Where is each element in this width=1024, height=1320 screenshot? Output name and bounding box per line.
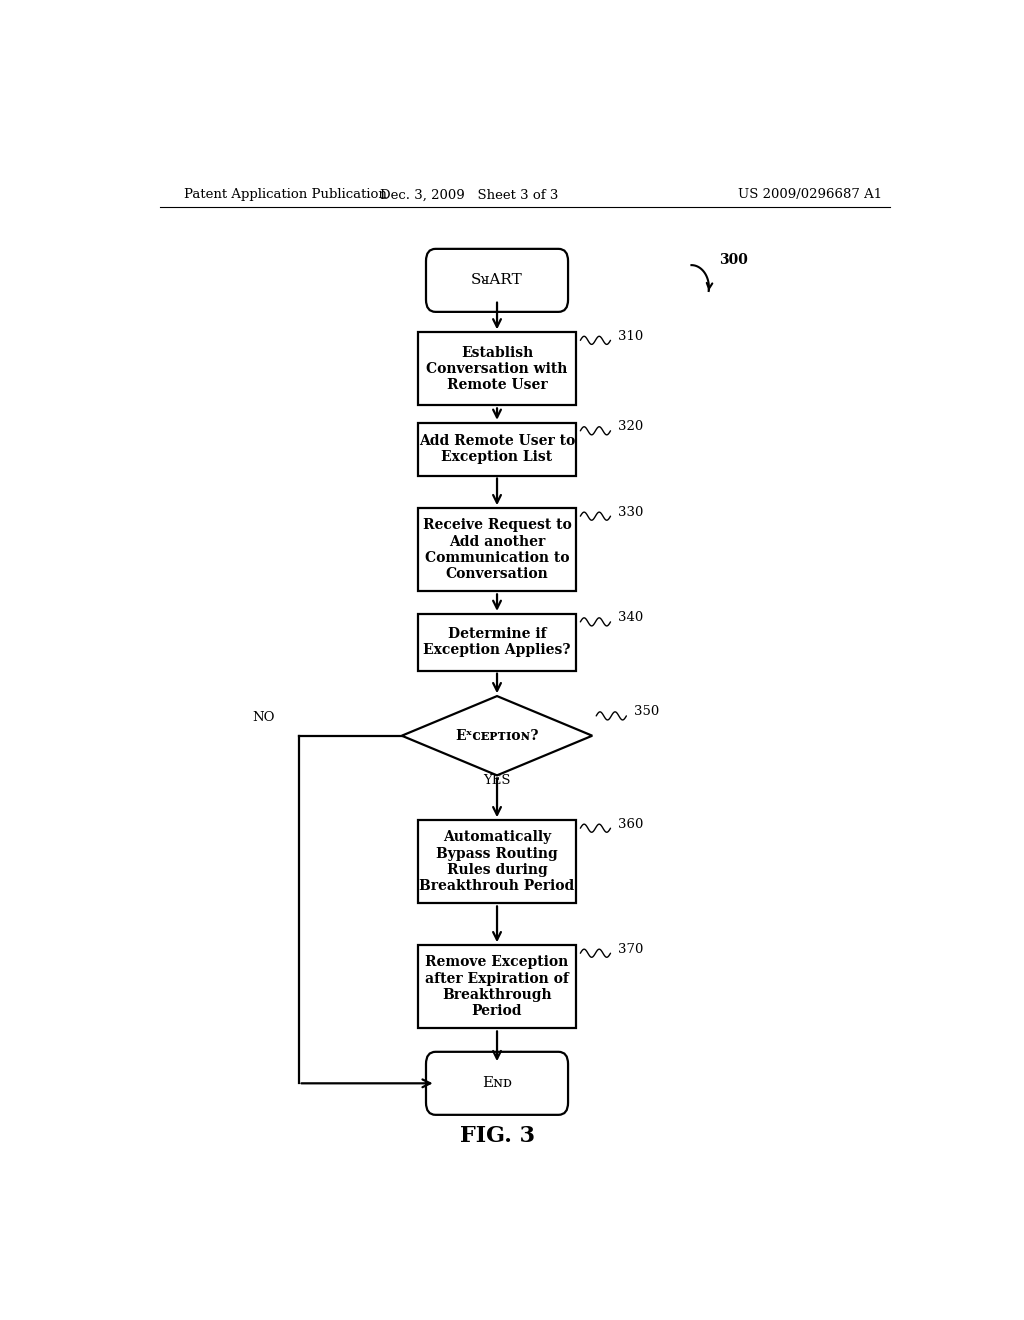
Bar bbox=[418, 508, 577, 591]
Bar bbox=[418, 333, 577, 405]
Text: 370: 370 bbox=[618, 942, 644, 956]
Text: Establish
Conversation with
Remote User: Establish Conversation with Remote User bbox=[426, 346, 567, 392]
Bar bbox=[418, 820, 577, 903]
Text: 360: 360 bbox=[618, 817, 644, 830]
Text: FIG. 3: FIG. 3 bbox=[460, 1125, 535, 1147]
Text: 350: 350 bbox=[634, 705, 659, 718]
FancyBboxPatch shape bbox=[426, 1052, 568, 1115]
Text: 340: 340 bbox=[618, 611, 644, 624]
Text: 300: 300 bbox=[719, 253, 749, 267]
Text: Dec. 3, 2009   Sheet 3 of 3: Dec. 3, 2009 Sheet 3 of 3 bbox=[380, 189, 558, 202]
Text: US 2009/0296687 A1: US 2009/0296687 A1 bbox=[738, 189, 883, 202]
Text: Remove Exception
after Expiration of
Breakthrough
Period: Remove Exception after Expiration of Bre… bbox=[425, 956, 569, 1018]
Text: Patent Application Publication: Patent Application Publication bbox=[183, 189, 386, 202]
Text: Determine if
Exception Applies?: Determine if Exception Applies? bbox=[423, 627, 570, 657]
Polygon shape bbox=[401, 696, 592, 775]
Text: Receive Request to
Add another
Communication to
Conversation: Receive Request to Add another Communica… bbox=[423, 519, 571, 581]
Text: 320: 320 bbox=[618, 420, 644, 433]
Text: 330: 330 bbox=[618, 506, 644, 519]
Text: Eˣᴄᴇᴘᴛɪᴏɴ?: Eˣᴄᴇᴘᴛɪᴏɴ? bbox=[456, 729, 539, 743]
Bar bbox=[418, 422, 577, 475]
Text: Eɴᴅ: Eɴᴅ bbox=[482, 1076, 512, 1090]
FancyBboxPatch shape bbox=[426, 249, 568, 312]
Bar bbox=[418, 614, 577, 671]
Text: SᴚART: SᴚART bbox=[471, 273, 523, 288]
Bar bbox=[418, 945, 577, 1028]
Text: NO: NO bbox=[252, 711, 274, 723]
Text: 310: 310 bbox=[618, 330, 644, 343]
Text: Automatically
Bypass Routing
Rules during
Breakthrouh Period: Automatically Bypass Routing Rules durin… bbox=[420, 830, 574, 894]
Text: YES: YES bbox=[483, 774, 511, 787]
Text: Add Remote User to
Exception List: Add Remote User to Exception List bbox=[419, 434, 575, 465]
